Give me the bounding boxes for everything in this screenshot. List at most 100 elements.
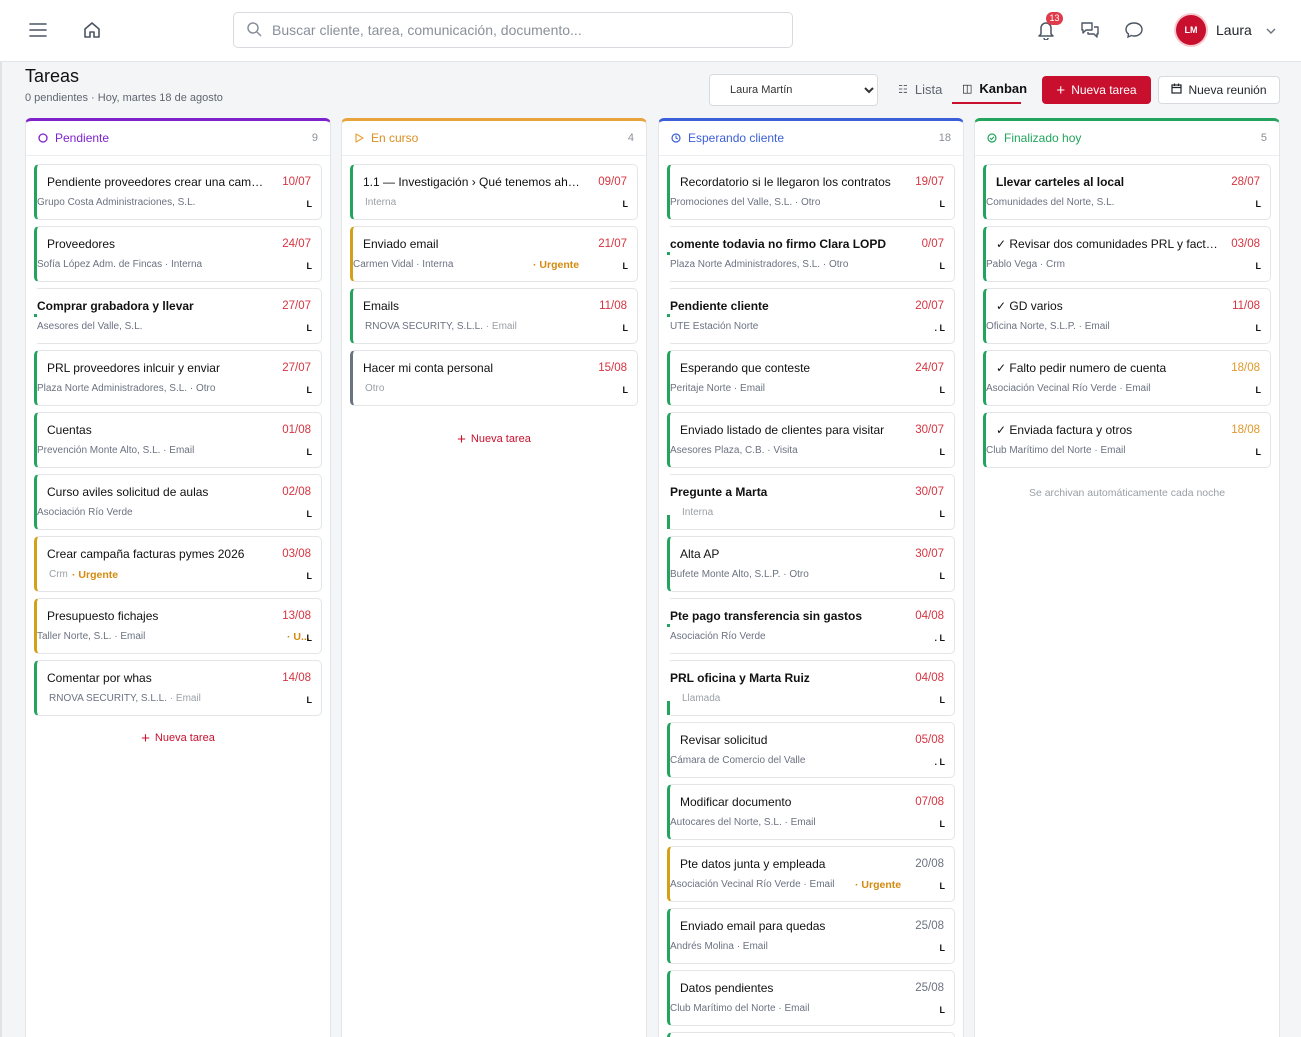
home-icon[interactable] bbox=[80, 18, 104, 42]
task-channel: · Email bbox=[483, 321, 517, 332]
tab-kanban[interactable]: ◫ Kanban bbox=[952, 74, 1027, 104]
task-meta: Plaza Norte Administradores, S.L. · Otro bbox=[37, 383, 216, 394]
task-owner: L bbox=[306, 199, 313, 209]
task-date: 03/08 bbox=[1231, 238, 1260, 250]
column-finalizado-hoy: Finalizado hoy 5 Llevar carteles al loca… bbox=[974, 118, 1280, 1037]
task-owner: L bbox=[1255, 261, 1262, 271]
chat-bubbles-icon[interactable] bbox=[1078, 18, 1102, 42]
add-task-label: Nueva tarea bbox=[154, 732, 215, 744]
column-header: En curso 4 bbox=[342, 121, 646, 156]
task-meta: Andrés Molina · Email bbox=[670, 941, 768, 952]
task-card[interactable]: Enviado email para quedas 25/08 Andrés M… bbox=[667, 908, 955, 964]
task-date: 04/08 bbox=[915, 610, 944, 622]
user-name[interactable]: Laura bbox=[1216, 22, 1252, 38]
task-owner: L bbox=[306, 447, 313, 457]
task-title: ✓ Revisar dos comunidades PRL y factur..… bbox=[996, 237, 1218, 251]
task-card[interactable]: Pte pago transferencia sin gastos 04/08 … bbox=[667, 598, 955, 654]
plus-icon: + bbox=[1056, 81, 1066, 99]
task-card[interactable]: Enviado listado de clientes para visitar… bbox=[667, 412, 955, 468]
menu-icon[interactable] bbox=[26, 18, 50, 42]
add-task-link[interactable]: + Nueva tarea bbox=[26, 724, 330, 752]
tab-lista[interactable]: ☷ Lista bbox=[898, 74, 942, 104]
search-box[interactable] bbox=[233, 12, 793, 48]
avatar[interactable]: LM bbox=[1176, 15, 1206, 45]
task-card[interactable]: Llevar carteles al local 28/07 Comunidad… bbox=[983, 164, 1271, 220]
task-card[interactable]: Cuentas 01/08 Prevención Monte Alto, S.L… bbox=[34, 412, 322, 468]
task-card[interactable]: Emails 11/08 RNOVA SECURITY, S.L.L. · Em… bbox=[350, 288, 638, 344]
task-card[interactable]: Enviado email 21/07 Carmen Vidal · Inter… bbox=[350, 226, 638, 282]
task-title: Datos pendientes bbox=[680, 981, 774, 995]
chevron-down-icon[interactable] bbox=[1266, 24, 1276, 38]
task-date: 02/08 bbox=[282, 486, 311, 498]
sidebar-edge bbox=[0, 62, 2, 1037]
task-card[interactable]: ✓ GD varios 11/08 Oficina Norte, S.L.P. … bbox=[983, 288, 1271, 344]
task-title: Enviado email bbox=[363, 237, 439, 251]
new-task-button-label: Nueva tarea bbox=[1071, 83, 1137, 97]
task-card[interactable]: Crear campaña facturas pymes 2026 03/08 … bbox=[34, 536, 322, 592]
task-meta: RNOVA SECURITY, S.L.L. · Email bbox=[49, 693, 279, 704]
task-card[interactable]: Proveedores 24/07 Sofía López Adm. de Fi… bbox=[34, 226, 322, 282]
task-title: Esperando que conteste bbox=[680, 361, 811, 375]
column-title: En curso bbox=[371, 131, 419, 145]
task-card[interactable]: Comentar por whas 14/08 RNOVA SECURITY, … bbox=[34, 660, 322, 716]
task-owner: L bbox=[1255, 199, 1262, 209]
task-card[interactable]: Recordatorio si le llegaron los contrato… bbox=[667, 164, 955, 220]
task-title: Hacer mi conta personal bbox=[363, 361, 494, 375]
task-card[interactable]: Alta AP 30/07 Bufete Monte Alto, S.L.P. … bbox=[667, 536, 955, 592]
task-meta: Pablo Vega · Crm bbox=[986, 259, 1065, 270]
new-task-button[interactable]: + Nueva tarea bbox=[1042, 76, 1151, 104]
task-client: RNOVA SECURITY, S.L.L. bbox=[365, 321, 484, 332]
task-card[interactable]: Pendiente proveedores crear una campaña … bbox=[34, 164, 322, 220]
task-card[interactable]: Pendiente cliente 20/07 UTE Estación Nor… bbox=[667, 288, 955, 344]
task-date: 27/07 bbox=[282, 362, 311, 374]
task-title: Modificar documento bbox=[680, 795, 792, 809]
add-task-link[interactable]: + Nueva tarea bbox=[342, 425, 646, 453]
task-title: Presupuesto fichajes bbox=[47, 609, 159, 623]
task-card[interactable]: ✓ Falto pedir numero de cuenta 18/08 Aso… bbox=[983, 350, 1271, 406]
task-card[interactable] bbox=[667, 1032, 955, 1037]
task-date: 0/07 bbox=[921, 238, 944, 250]
task-date: 20/08 bbox=[915, 858, 944, 870]
task-card[interactable]: Pregunte a Marta 30/07 Interna L bbox=[667, 474, 955, 530]
plus-icon: + bbox=[457, 430, 466, 448]
task-card[interactable]: Curso aviles solicitud de aulas 02/08 As… bbox=[34, 474, 322, 530]
play-icon bbox=[354, 133, 364, 143]
task-card[interactable]: ✓ Enviada factura y otros 18/08 Club Mar… bbox=[983, 412, 1271, 468]
task-card[interactable]: 1.1 — Investigación › Qué tenemos ahora:… bbox=[350, 164, 638, 220]
new-meeting-button[interactable]: Nueva reunión bbox=[1158, 76, 1280, 104]
search-input[interactable] bbox=[272, 22, 752, 38]
task-card[interactable]: Revisar solicitud 05/08 Cámara de Comerc… bbox=[667, 722, 955, 778]
task-card[interactable]: Pte datos junta y empleada 20/08 Asociac… bbox=[667, 846, 955, 902]
column-title: Pendiente bbox=[55, 131, 110, 145]
user-filter-select[interactable]: Laura Martín bbox=[709, 74, 878, 106]
task-meta: Asociación Río Verde bbox=[37, 507, 133, 518]
task-card[interactable]: Datos pendientes 25/08 Club Marítimo del… bbox=[667, 970, 955, 1026]
task-card[interactable]: Comprar grabadora y llevar 27/07 Asesore… bbox=[34, 288, 322, 344]
message-icon[interactable] bbox=[1122, 18, 1146, 42]
list-icon: ☷ bbox=[898, 83, 908, 96]
task-card[interactable]: Presupuesto fichajes 13/08 Taller Norte,… bbox=[34, 598, 322, 654]
task-card[interactable]: Modificar documento 07/08 Autocares del … bbox=[667, 784, 955, 840]
task-card[interactable]: ✓ Revisar dos comunidades PRL y factur..… bbox=[983, 226, 1271, 282]
task-card[interactable]: PRL proveedores inlcuir y enviar 27/07 P… bbox=[34, 350, 322, 406]
task-card[interactable]: Esperando que conteste 24/07 Peritaje No… bbox=[667, 350, 955, 406]
task-client: RNOVA SECURITY, S.L.L. bbox=[49, 693, 168, 704]
task-meta: Asociación Río Verde bbox=[670, 631, 766, 642]
task-meta: Comunidades del Norte, S.L. bbox=[986, 197, 1115, 208]
task-title: Curso aviles solicitud de aulas bbox=[47, 485, 209, 499]
task-date: 05/08 bbox=[915, 734, 944, 746]
task-date: 27/07 bbox=[282, 300, 311, 312]
task-date: 03/08 bbox=[282, 548, 311, 560]
task-meta: Club Marítimo del Norte · Email bbox=[670, 1003, 810, 1014]
task-date: 14/08 bbox=[282, 672, 311, 684]
task-date: 28/07 bbox=[1231, 176, 1260, 188]
task-owner: L bbox=[1255, 447, 1262, 457]
task-title: PRL oficina y Marta Ruiz bbox=[670, 671, 810, 685]
task-date: 30/07 bbox=[915, 486, 944, 498]
task-card[interactable]: comente todavia no firmo Clara LOPD 0/07… bbox=[667, 226, 955, 282]
task-card[interactable]: Hacer mi conta personal 15/08 Otro L bbox=[350, 350, 638, 406]
calendar-icon bbox=[1171, 83, 1183, 97]
task-owner: . L bbox=[934, 757, 946, 767]
task-owner: L bbox=[1255, 323, 1262, 333]
task-card[interactable]: PRL oficina y Marta Ruiz 04/08 Llamada L bbox=[667, 660, 955, 716]
